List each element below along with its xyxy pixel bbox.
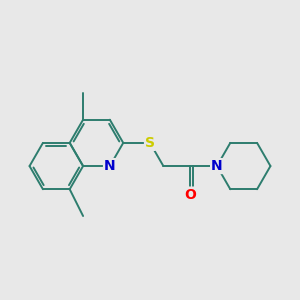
Text: N: N [104, 159, 116, 173]
Text: O: O [184, 188, 196, 202]
Text: N: N [211, 159, 223, 173]
Text: S: S [145, 136, 155, 150]
